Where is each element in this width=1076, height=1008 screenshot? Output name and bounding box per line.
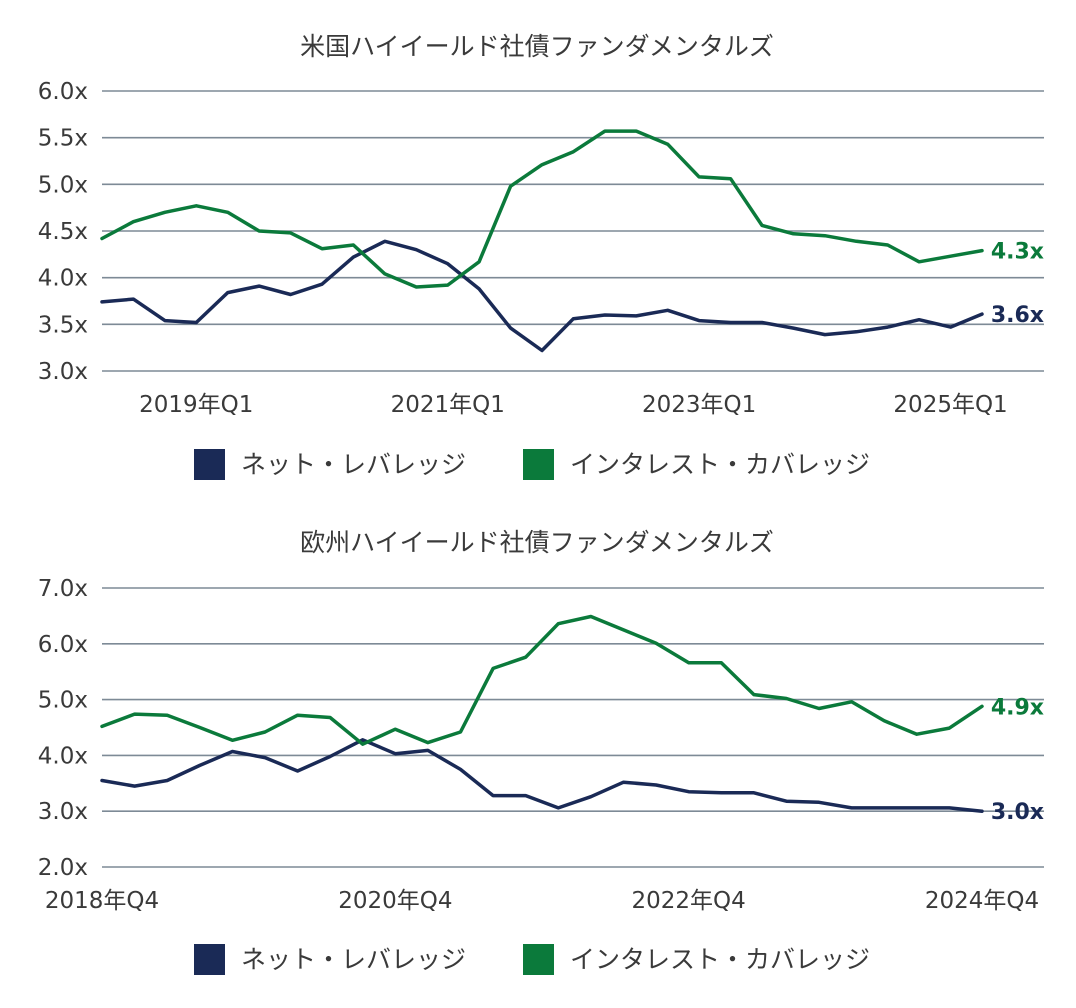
eu-chart: 欧州ハイイールド社債ファンダメンタルズ 7.0x 6.0x 5.0x 4.0x 3.0x… <box>38 528 1044 975</box>
y-tick-label: 4.5x <box>38 219 88 245</box>
legend-label-interest-coverage: インタレスト・カバレッジ <box>570 450 870 479</box>
series-line-interest-coverage <box>100 614 984 746</box>
y-tick-label: 4.0x <box>38 266 88 292</box>
y-tick-label: 6.0x <box>38 79 88 105</box>
y-tick-label: 2.0x <box>38 855 88 881</box>
end-labels: 3.6x 4.3x <box>991 240 1044 328</box>
end-value-label: 3.6x <box>991 303 1044 328</box>
end-labels: 3.0x 4.9x <box>991 695 1044 825</box>
x-tick-label: 2021年Q1 <box>391 392 505 418</box>
legend-swatch-net-leverage <box>194 944 225 975</box>
x-axis-ticks: 2019年Q1 2021年Q1 2023年Q1 2025年Q1 <box>139 392 1008 418</box>
y-tick-label: 3.5x <box>38 312 88 338</box>
us-chart: 米国ハイイールド社債ファンダメンタルズ 6.0x 5.5x 5.0x 4.5x 4.0x… <box>38 32 1044 480</box>
y-tick-label: 5.0x <box>38 688 88 714</box>
chart-title: 欧州ハイイールド社債ファンダメンタルズ <box>300 528 774 557</box>
x-tick-label: 2018年Q4 <box>45 888 159 914</box>
y-tick-label: 5.0x <box>38 172 88 198</box>
chart-title: 米国ハイイールド社債ファンダメンタルズ <box>300 32 774 61</box>
x-tick-label: 2020年Q4 <box>338 888 452 914</box>
series-line-net-leverage <box>100 239 984 353</box>
series-line-interest-coverage <box>100 129 984 289</box>
x-tick-label: 2022年Q4 <box>632 888 746 914</box>
x-tick-label: 2024年Q4 <box>925 888 1039 914</box>
legend: ネット・レバレッジ インタレスト・カバレッジ <box>194 944 870 975</box>
y-tick-label: 7.0x <box>38 576 88 602</box>
x-tick-label: 2025年Q1 <box>893 392 1007 418</box>
x-tick-label: 2019年Q1 <box>139 392 253 418</box>
x-axis-ticks: 2018年Q4 2020年Q4 2022年Q4 2024年Q4 <box>45 888 1039 914</box>
series-line-net-leverage <box>100 738 984 813</box>
legend: ネット・レバレッジ インタレスト・カバレッジ <box>194 449 870 480</box>
y-axis-ticks: 7.0x 6.0x 5.0x 4.0x 3.0x 2.0x <box>38 576 88 881</box>
series-lines <box>100 129 984 353</box>
legend-swatch-interest-coverage <box>523 449 554 480</box>
legend-label-net-leverage: ネット・レバレッジ <box>241 450 466 479</box>
y-tick-label: 6.0x <box>38 632 88 658</box>
y-axis-ticks: 6.0x 5.5x 5.0x 4.5x 4.0x 3.5x 3.0x <box>38 79 88 385</box>
x-tick-label: 2023年Q1 <box>642 392 756 418</box>
legend-label-interest-coverage: インタレスト・カバレッジ <box>570 945 870 974</box>
y-tick-label: 3.0x <box>38 799 88 825</box>
legend-swatch-net-leverage <box>194 449 225 480</box>
end-value-label: 4.9x <box>991 695 1044 720</box>
grid-lines <box>102 90 1044 372</box>
y-tick-label: 4.0x <box>38 743 88 769</box>
y-tick-label: 3.0x <box>38 359 88 385</box>
legend-label-net-leverage: ネット・レバレッジ <box>241 945 466 974</box>
series-lines <box>100 614 984 813</box>
end-value-label: 4.3x <box>991 240 1044 265</box>
end-value-label: 3.0x <box>991 800 1044 825</box>
legend-swatch-interest-coverage <box>523 944 554 975</box>
y-tick-label: 5.5x <box>38 126 88 152</box>
